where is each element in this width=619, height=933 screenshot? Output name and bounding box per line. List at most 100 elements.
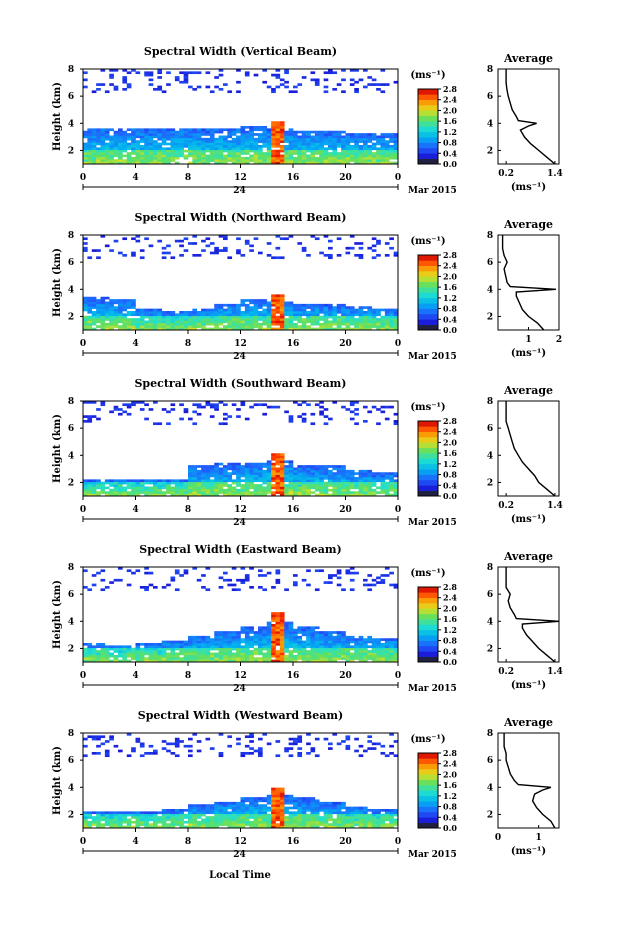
- heatmap-cell: [188, 135, 193, 139]
- heatmap-cell: [236, 484, 241, 487]
- heatmap-cell: [384, 311, 390, 314]
- heatmap-cell: [223, 801, 228, 805]
- heatmap-cell: [306, 823, 311, 826]
- heatmap-cell: [183, 816, 189, 819]
- heatmap-cell: [236, 659, 241, 663]
- heatmap-cell: [144, 820, 149, 824]
- x-tick-label: 4: [132, 339, 138, 349]
- heatmap-cell: [275, 159, 281, 162]
- average-title: Average: [503, 384, 553, 397]
- heatmap-cell: [148, 408, 154, 411]
- heatmap-cell: [214, 467, 219, 471]
- heatmap-cell: [328, 137, 333, 141]
- heatmap-cell: [231, 306, 237, 309]
- heatmap-cell: [166, 818, 171, 822]
- heatmap-cell: [262, 299, 268, 302]
- heatmap-cell: [284, 154, 289, 158]
- heatmap-cell: [376, 408, 381, 411]
- heatmap-cell: [244, 493, 250, 497]
- heatmap-cell: [249, 154, 254, 158]
- heatmap-cell: [209, 154, 215, 158]
- heatmap-cell: [209, 327, 215, 331]
- colorbar-segment: [418, 597, 438, 604]
- heatmap-cell: [336, 159, 342, 162]
- heatmap-cell: [91, 149, 97, 153]
- heatmap-cell: [113, 318, 119, 321]
- heatmap-cell: [244, 488, 250, 492]
- heatmap-cell: [258, 145, 263, 148]
- heatmap-cell: [205, 479, 211, 483]
- heatmap-cell: [284, 311, 289, 314]
- heatmap-cell: [301, 327, 307, 331]
- heatmap-cell: [214, 249, 219, 252]
- heatmap-cell: [139, 816, 145, 819]
- heatmap-cell: [271, 486, 276, 490]
- heatmap-cell: [393, 813, 399, 817]
- heatmap-cell: [122, 149, 128, 153]
- heatmap-cell: [196, 465, 202, 468]
- heatmap-cell: [240, 820, 246, 824]
- heatmap-cell: [266, 140, 272, 143]
- heatmap-cell: [328, 130, 333, 134]
- heatmap-cell: [166, 481, 171, 485]
- average-x-tick-label: 0.2: [498, 501, 514, 511]
- heatmap-cell: [301, 493, 307, 497]
- heatmap-cell: [174, 133, 180, 136]
- heatmap-cell: [240, 128, 246, 132]
- heatmap-cell: [275, 657, 281, 660]
- average-profile-line: [505, 567, 560, 663]
- heatmap-cell: [328, 816, 333, 819]
- heatmap-cell: [328, 806, 333, 810]
- heatmap-cell: [380, 647, 386, 651]
- heatmap-cell: [262, 140, 268, 143]
- heatmap-cell: [240, 145, 246, 148]
- average-y-tick-label: 4: [487, 285, 493, 295]
- heatmap-cell: [240, 657, 246, 660]
- colorbar-segment: [418, 587, 438, 593]
- heatmap-cell: [301, 159, 307, 162]
- heatmap-cell: [188, 635, 193, 639]
- heatmap-cell: [118, 156, 123, 160]
- heatmap-cell: [201, 811, 206, 815]
- heatmap-cell: [371, 742, 377, 746]
- heatmap-cell: [201, 145, 206, 148]
- date-label: Mar 2015: [408, 518, 457, 528]
- heatmap-cell: [192, 156, 198, 160]
- heatmap-cell: [310, 809, 316, 812]
- average-x-axis-label: (ms⁻¹): [511, 846, 546, 857]
- heatmap-cell: [139, 140, 145, 143]
- heatmap-cell: [384, 147, 390, 151]
- heatmap-cell: [258, 462, 263, 466]
- heatmap-cell: [205, 244, 211, 248]
- heatmap-cell: [153, 130, 158, 134]
- heatmap-cell: [371, 152, 377, 155]
- heatmap-cell: [271, 612, 276, 615]
- heatmap-cell: [328, 647, 333, 651]
- heatmap-cell: [240, 152, 246, 155]
- colorbar-tick-label: 2.4: [443, 261, 457, 271]
- heatmap-cell: [100, 818, 106, 822]
- heatmap-cell: [380, 315, 386, 319]
- heatmap-cell: [332, 133, 338, 136]
- heatmap-cell: [205, 737, 211, 741]
- heatmap-cell: [205, 159, 211, 162]
- colorbar-segment: [418, 469, 438, 475]
- heatmap-cell: [341, 161, 346, 165]
- heatmap-cell: [174, 744, 180, 748]
- heatmap-cell: [188, 145, 193, 148]
- heatmap-cell: [293, 322, 298, 326]
- heatmap-cell: [349, 806, 355, 810]
- heatmap-cell: [83, 152, 88, 155]
- heatmap-cell: [266, 809, 272, 812]
- heatmap-cell: [109, 816, 114, 819]
- heatmap-cell: [139, 322, 145, 326]
- heatmap-cell: [249, 825, 254, 829]
- heatmap-cell: [218, 159, 224, 162]
- heatmap-cell: [319, 401, 324, 404]
- heatmap-cell: [223, 318, 228, 321]
- heatmap-cell: [306, 813, 311, 817]
- heatmap-cell: [389, 650, 394, 653]
- heatmap-cell: [384, 825, 390, 829]
- heatmap-cell: [345, 469, 351, 473]
- heatmap-cell: [96, 249, 101, 252]
